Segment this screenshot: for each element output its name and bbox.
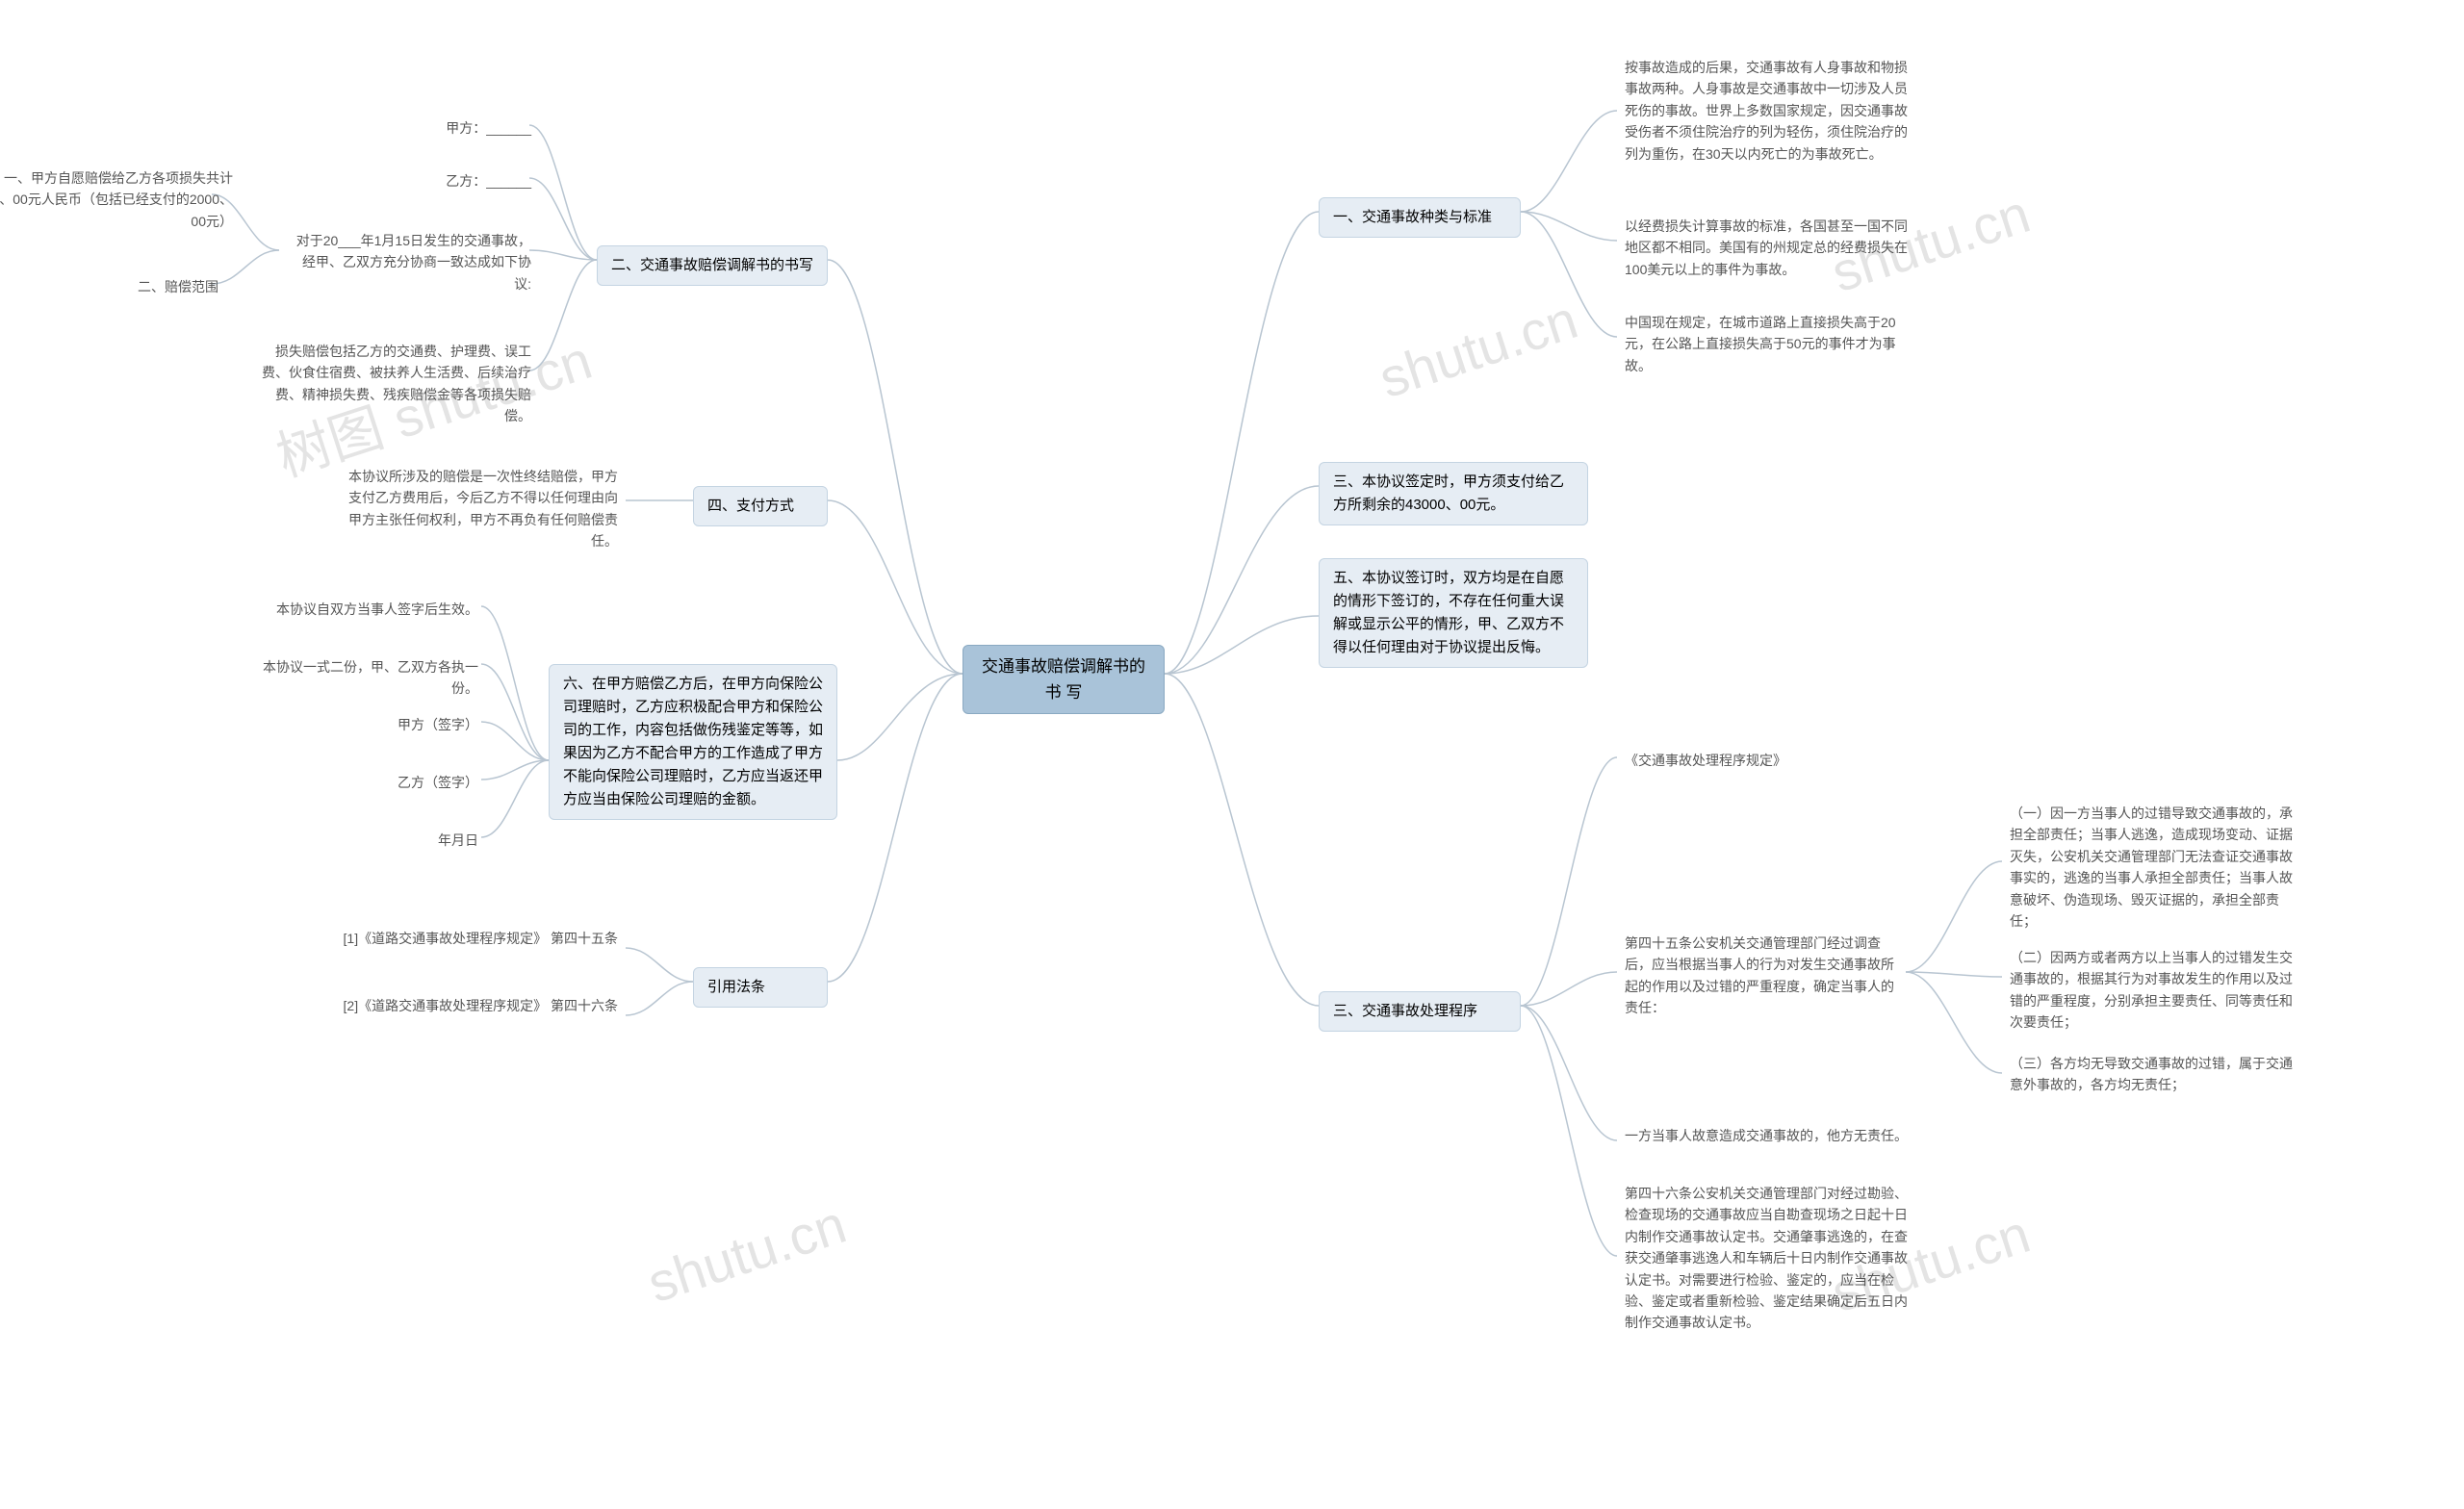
leaf-label: 第四十六条公安机关交通管理部门对经过勘验、检查现场的交通事故应当自勘查现场之日起… [1625, 1186, 1908, 1330]
branch-r1: 一、交通事故种类与标准 [1319, 197, 1521, 238]
leaf: 二、赔偿范围 [101, 272, 226, 301]
branch-l2: 四、支付方式 [693, 486, 828, 526]
leaf-label: [1]《道路交通事故处理程序规定》 第四十五条 [344, 931, 618, 946]
branch-r3: 五、本协议签订时，双方均是在自愿的情形下签订的，不存在任何重大误解或显示公平的情… [1319, 558, 1588, 668]
root-label: 交通事故赔偿调解书的书 写 [982, 657, 1145, 702]
branch-l4: 引用法条 [693, 967, 828, 1008]
leaf: 损失赔偿包括乙方的交通费、护理费、误工费、伙食住宿费、被扶养人生活费、后续治疗费… [250, 337, 539, 431]
leaf-label: 乙方（签字） [398, 775, 478, 790]
leaf: （二）因两方或者两方以上当事人的过错发生交通事故的，根据其行为对事故发生的作用以… [2002, 943, 2310, 1037]
leaf-label: 损失赔偿包括乙方的交通费、护理费、误工费、伙食住宿费、被扶养人生活费、后续治疗费… [262, 344, 531, 423]
leaf: 对于20___年1月15日发生的交通事故，经甲、乙双方充分协商一致达成如下协议: [279, 226, 539, 298]
leaf-label: 本协议一式二份，甲、乙双方各执一份。 [263, 659, 478, 696]
root-node: 交通事故赔偿调解书的书 写 [962, 645, 1165, 714]
leaf-label: 中国现在规定，在城市道路上直接损失高于20元，在公路上直接损失高于50元的事件才… [1625, 315, 1896, 373]
watermark: shutu.cn [1372, 288, 1584, 410]
branch-label: 二、交通事故赔偿调解书的书写 [611, 257, 813, 273]
leaf-label: 第四十五条公安机关交通管理部门经过调查后，应当根据当事人的行为对发生交通事故所起… [1625, 935, 1894, 1015]
leaf: （一）因一方当事人的过错导致交通事故的，承担全部责任；当事人逃逸，造成现场变动、… [2002, 799, 2310, 935]
leaf-label: 对于20___年1月15日发生的交通事故，经甲、乙双方充分协商一致达成如下协议: [296, 233, 531, 292]
branch-r2: 三、本协议签定时，甲方须支付给乙方所剩余的43000、00元。 [1319, 462, 1588, 525]
leaf-label: 本协议自双方当事人签字后生效。 [276, 601, 478, 617]
leaf: 乙方：______ [433, 166, 539, 195]
leaf: 以经费损失计算事故的标准，各国甚至一国不同地区都不相同。美国有的州规定总的经费损… [1617, 212, 1925, 284]
branch-label: 三、本协议签定时，甲方须支付给乙方所剩余的43000、00元。 [1333, 473, 1564, 513]
branch-l1: 二、交通事故赔偿调解书的书写 [597, 245, 828, 286]
leaf-label: （一）因一方当事人的过错导致交通事故的，承担全部责任；当事人逃逸，造成现场变动、… [2010, 806, 2293, 929]
leaf: 一方当事人故意造成交通事故的，他方无责任。 [1617, 1121, 1925, 1150]
leaf: 按事故造成的后果，交通事故有人身事故和物损事故两种。人身事故是交通事故中一切涉及… [1617, 53, 1925, 168]
leaf-label: 乙方：______ [446, 173, 531, 189]
branch-label: 六、在甲方赔偿乙方后，在甲方向保险公司理赔时，乙方应积极配合甲方和保险公司的工作… [563, 676, 823, 807]
leaf-label: 甲方（签字） [398, 717, 478, 732]
branch-label: 四、支付方式 [707, 498, 794, 514]
leaf: 中国现在规定，在城市道路上直接损失高于20元，在公路上直接损失高于50元的事件才… [1617, 308, 1925, 380]
watermark: shutu.cn [640, 1192, 853, 1315]
leaf: 甲方（签字） [385, 710, 486, 739]
branch-l3: 六、在甲方赔偿乙方后，在甲方向保险公司理赔时，乙方应积极配合甲方和保险公司的工作… [549, 664, 837, 820]
leaf-label: 甲方：______ [446, 120, 531, 136]
leaf: 本协议一式二份，甲、乙双方各执一份。 [231, 652, 486, 703]
branch-label: 一、交通事故种类与标准 [1333, 209, 1492, 225]
leaf-label: 以经费损失计算事故的标准，各国甚至一国不同地区都不相同。美国有的州规定总的经费损… [1625, 218, 1908, 277]
leaf: 第四十五条公安机关交通管理部门经过调查后，应当根据当事人的行为对发生交通事故所起… [1617, 929, 1906, 1023]
branch-r4: 三、交通事故处理程序 [1319, 991, 1521, 1032]
leaf: 本协议所涉及的赔偿是一次性终结赔偿，甲方支付乙方费用后，今后乙方不得以任何理由向… [337, 462, 626, 556]
leaf: 第四十六条公安机关交通管理部门对经过勘验、检查现场的交通事故应当自勘查现场之日起… [1617, 1179, 1925, 1338]
leaf: 一、甲方自愿赔偿给乙方各项损失共计45000、00元人民币（包括已经支付的200… [0, 164, 241, 236]
leaf-label: 一方当事人故意造成交通事故的，他方无责任。 [1625, 1128, 1908, 1143]
leaf: [1]《道路交通事故处理程序规定》 第四十五条 [318, 924, 626, 953]
leaf: 年月日 [428, 826, 486, 855]
leaf-label: 《交通事故处理程序规定》 [1625, 753, 1786, 768]
leaf: 甲方：______ [433, 114, 539, 142]
leaf: [2]《道路交通事故处理程序规定》 第四十六条 [318, 991, 626, 1020]
leaf-label: （二）因两方或者两方以上当事人的过错发生交通事故的，根据其行为对事故发生的作用以… [2010, 950, 2293, 1030]
leaf-label: 一、甲方自愿赔偿给乙方各项损失共计45000、00元人民币（包括已经支付的200… [0, 170, 233, 229]
leaf: 乙方（签字） [385, 768, 486, 797]
leaf-label: （三）各方均无导致交通事故的过错，属于交通意外事故的，各方均无责任； [2010, 1056, 2293, 1092]
leaf-label: 二、赔偿范围 [138, 279, 218, 294]
leaf-label: 按事故造成的后果，交通事故有人身事故和物损事故两种。人身事故是交通事故中一切涉及… [1625, 60, 1908, 162]
leaf-label: 年月日 [438, 832, 478, 848]
leaf: 本协议自双方当事人签字后生效。 [250, 595, 486, 624]
branch-label: 引用法条 [707, 979, 765, 995]
leaf-label: [2]《道路交通事故处理程序规定》 第四十六条 [344, 998, 618, 1013]
leaf-label: 本协议所涉及的赔偿是一次性终结赔偿，甲方支付乙方费用后，今后乙方不得以任何理由向… [348, 469, 618, 549]
leaf: 《交通事故处理程序规定》 [1617, 746, 1848, 775]
branch-label: 五、本协议签订时，双方均是在自愿的情形下签订的，不存在任何重大误解或显示公平的情… [1333, 570, 1564, 655]
leaf: （三）各方均无导致交通事故的过错，属于交通意外事故的，各方均无责任； [2002, 1049, 2310, 1100]
branch-label: 三、交通事故处理程序 [1333, 1003, 1477, 1019]
